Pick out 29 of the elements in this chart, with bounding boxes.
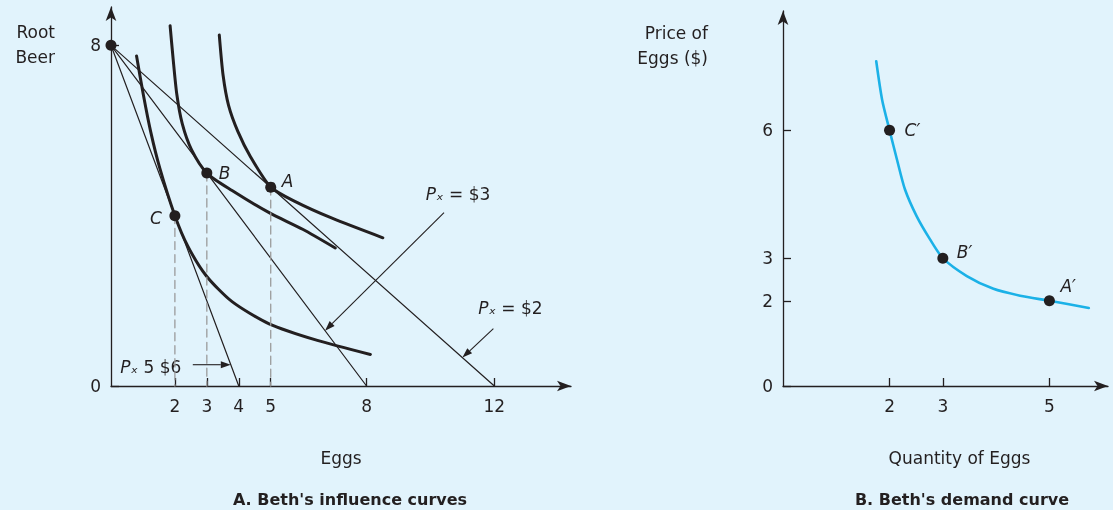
y-axis-title: Root Beer [15, 21, 56, 67]
x-tick-label: 8 [361, 395, 372, 416]
x-tick-label: 4 [233, 395, 245, 416]
annotation: B [218, 163, 231, 184]
x-tick-label: 3 [937, 395, 949, 416]
annotation: Pₓ = $3 [425, 183, 491, 204]
x-tick-label: 12 [483, 395, 506, 416]
text: A. Beth's influence curves [232, 489, 468, 509]
x-tick-label: 5 [265, 395, 277, 416]
y-tick-label: 0 [90, 376, 101, 396]
annotation: Pₓ = $2 [478, 297, 543, 318]
annotation: B′ [956, 242, 973, 263]
x-axis-title: Quantity of Eggs [888, 447, 1031, 468]
annotation: Pₓ 5 $6 [120, 356, 182, 377]
y-tick-label: 2 [762, 290, 773, 311]
x-tick-label: 2 [169, 395, 181, 416]
x-tick-label: 2 [884, 395, 895, 416]
annotation: C′ [904, 120, 921, 141]
y-tick-label: 0 [762, 376, 773, 396]
annotation: A [280, 171, 294, 192]
annotation: C [150, 207, 163, 228]
annotation: A′ [1059, 275, 1077, 296]
x-axis-title: Eggs [320, 447, 362, 468]
y-tick-label: 6 [762, 120, 773, 141]
x-tick-label: 3 [201, 395, 213, 416]
y-axis-title: Price of Eggs ($) [637, 22, 710, 68]
y-tick-label: 3 [762, 248, 773, 269]
text: B. Beth's demand curve [854, 489, 1070, 509]
x-tick-label: 5 [1043, 395, 1055, 416]
